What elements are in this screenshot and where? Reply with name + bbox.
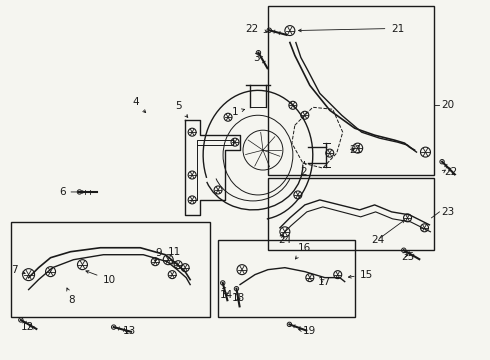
Text: 12: 12 (21, 323, 34, 332)
Text: 21: 21 (392, 24, 405, 33)
Bar (268, 178, 435, 250)
Text: 24: 24 (278, 235, 291, 245)
Bar (268, 6, 435, 175)
Text: 20: 20 (441, 100, 455, 110)
Text: 5: 5 (175, 101, 188, 117)
Text: 3: 3 (253, 54, 260, 63)
Text: 15: 15 (348, 270, 373, 280)
Text: 22: 22 (444, 167, 458, 177)
Bar (218, 240, 355, 318)
Text: 24: 24 (371, 235, 385, 245)
Bar (11, 222, 210, 318)
Text: 1: 1 (232, 107, 245, 117)
Text: 14: 14 (220, 289, 233, 300)
Text: 6: 6 (59, 187, 85, 197)
Text: 13: 13 (122, 327, 136, 336)
Text: 8: 8 (67, 288, 75, 305)
Text: 4: 4 (132, 97, 146, 113)
Text: 18: 18 (232, 293, 245, 302)
Text: 22: 22 (245, 24, 258, 33)
Text: 9: 9 (155, 248, 162, 261)
Text: 23: 23 (441, 207, 455, 217)
Text: 11: 11 (168, 247, 181, 264)
Text: 7: 7 (11, 265, 25, 275)
Text: 16: 16 (295, 243, 311, 259)
Text: 2: 2 (300, 161, 306, 177)
Text: 19: 19 (299, 327, 316, 336)
Text: 25: 25 (401, 252, 415, 262)
Text: 17: 17 (318, 276, 331, 287)
Text: 10: 10 (86, 271, 116, 285)
Text: 21: 21 (350, 145, 363, 155)
